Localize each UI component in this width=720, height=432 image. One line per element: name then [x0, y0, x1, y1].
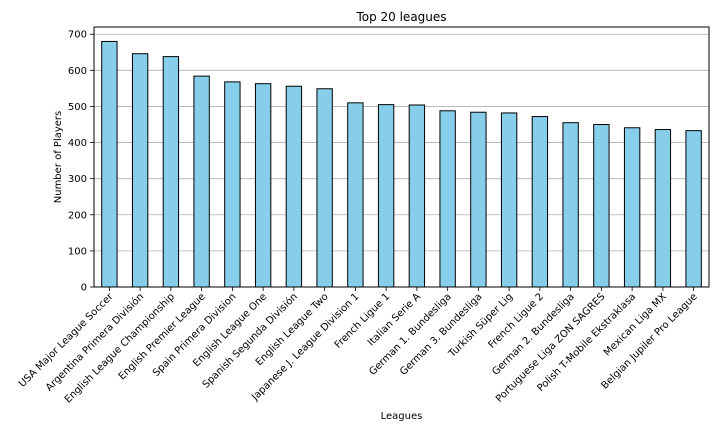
y-tick-label: 700: [68, 30, 87, 41]
bars: [101, 40, 702, 288]
bar: [654, 129, 672, 288]
bar: [377, 104, 395, 288]
y-tick-label: 100: [68, 246, 87, 257]
x-tick-label: English League Championship: [63, 291, 177, 405]
x-tick-label: Italian Serie A: [366, 291, 423, 348]
bar: [500, 112, 518, 288]
bar: [101, 40, 118, 288]
bar: [685, 130, 702, 288]
y-tick-label: 400: [68, 138, 87, 149]
x-tick-label: French Ligue 2: [486, 291, 546, 351]
bar: [224, 81, 241, 288]
bar: [316, 88, 333, 288]
y-axis-label: Number of Players: [53, 111, 64, 204]
bar: [285, 85, 303, 288]
bar: [162, 56, 180, 288]
bar: [193, 75, 210, 288]
grid-lines: [94, 33, 709, 288]
y-tick-label: 200: [68, 210, 87, 221]
bar: [439, 110, 456, 288]
chart-title: Top 20 leagues: [355, 10, 446, 24]
y-tick-label: 300: [68, 174, 87, 185]
bar: [254, 83, 272, 288]
y-axis-ticks: 0 100 200 300 400 500 600 700: [68, 30, 94, 294]
y-tick-label: 600: [68, 66, 87, 77]
bar: [470, 111, 487, 288]
bar: [347, 102, 364, 288]
bar: [131, 53, 149, 288]
x-tick-label: French Ligue 1: [333, 291, 393, 351]
plot-frame: [93, 26, 710, 288]
bar: [562, 122, 579, 288]
y-tick-label: 0: [81, 283, 87, 294]
bar: [593, 124, 610, 288]
bar: [408, 104, 426, 288]
bar: [623, 127, 641, 288]
bar: [531, 116, 549, 288]
y-tick-label: 500: [68, 102, 87, 113]
x-axis-label: Leagues: [381, 411, 423, 422]
